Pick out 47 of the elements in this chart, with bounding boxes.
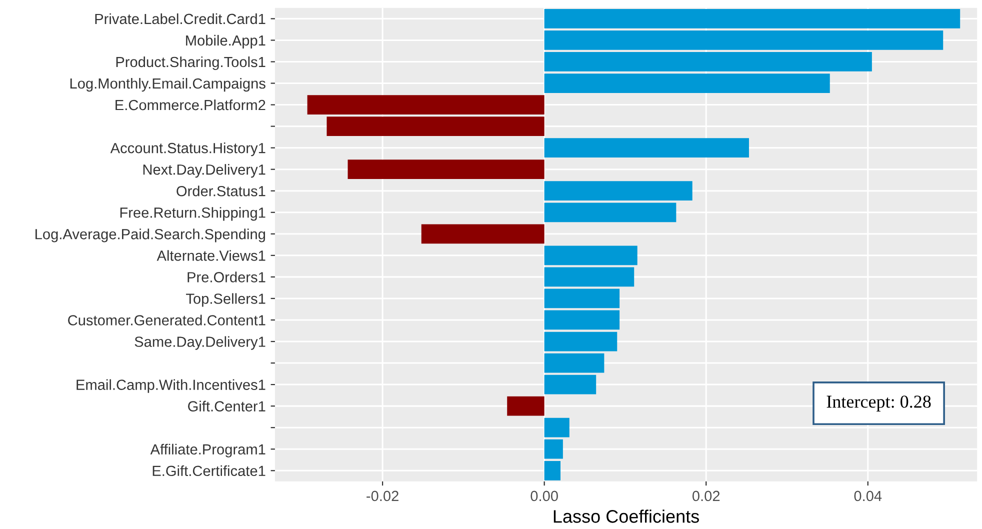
y-tick-label: Next.Day.Delivery1: [143, 164, 266, 178]
y-tick-label: Log.Monthly.Email.Campaigns: [70, 78, 266, 92]
y-tick-label: Email.Camp.With.Incentives1: [76, 379, 266, 393]
y-tick-label: Affiliate.Program1: [150, 444, 266, 458]
bar: [348, 160, 544, 180]
x-tick-label: -0.02: [366, 490, 398, 502]
y-tick-label: Same.Day.Delivery1: [134, 336, 266, 350]
y-tick-label: Alternate.Views1: [156, 250, 266, 261]
bar: [544, 288, 620, 308]
bar: [544, 418, 570, 438]
x-tick-label: 0.04: [854, 490, 882, 502]
bar: [544, 310, 620, 330]
y-tick-label: Log.Average.Paid.Search.Spending: [36, 228, 266, 242]
y-tick-label: Order.Status1: [176, 186, 266, 196]
y-tick-label: Customer.Generated.Content1: [68, 314, 266, 326]
bar: [544, 353, 604, 373]
y-tick-label: E.Commerce.Platform2: [116, 99, 266, 110]
bar: [544, 52, 872, 72]
bar: [544, 460, 561, 480]
bar: [544, 267, 634, 287]
y-tick-label: E.Gift.Certificate1: [152, 465, 266, 476]
bar: [544, 74, 830, 93]
y-tick-label: Gift.Center1: [188, 400, 266, 412]
x-tick-label: 0.02: [692, 490, 720, 502]
bar: [544, 30, 944, 50]
bar: [544, 439, 563, 459]
y-tick-label: Private.Label.Credit.Card1: [95, 13, 266, 24]
y-tick-label: Top.Sellers1: [186, 293, 266, 307]
bar: [544, 138, 749, 158]
y-tick-label: Mobile.App1: [186, 34, 266, 49]
x-tick-label: 0.00: [530, 490, 558, 502]
bar: [307, 95, 544, 114]
bar: [326, 116, 544, 136]
bar: [544, 202, 676, 222]
y-tick-label: Free.Return.Shipping1: [120, 207, 266, 221]
bar: [507, 396, 544, 416]
bar: [544, 9, 960, 28]
y-tick-label: Product.Sharing.Tools1: [116, 56, 266, 70]
bar: [421, 224, 544, 244]
annotation: Intercept: 0.28: [826, 396, 931, 412]
x-axis-title: Lasso Coefficients: [554, 510, 699, 523]
y-tick-label: Pre.Orders1: [188, 272, 266, 282]
bar: [544, 332, 618, 352]
bar: [544, 181, 692, 201]
bar: [544, 246, 638, 266]
y-tick-label: Account.Status.History1: [110, 142, 266, 156]
bar: [544, 374, 596, 394]
